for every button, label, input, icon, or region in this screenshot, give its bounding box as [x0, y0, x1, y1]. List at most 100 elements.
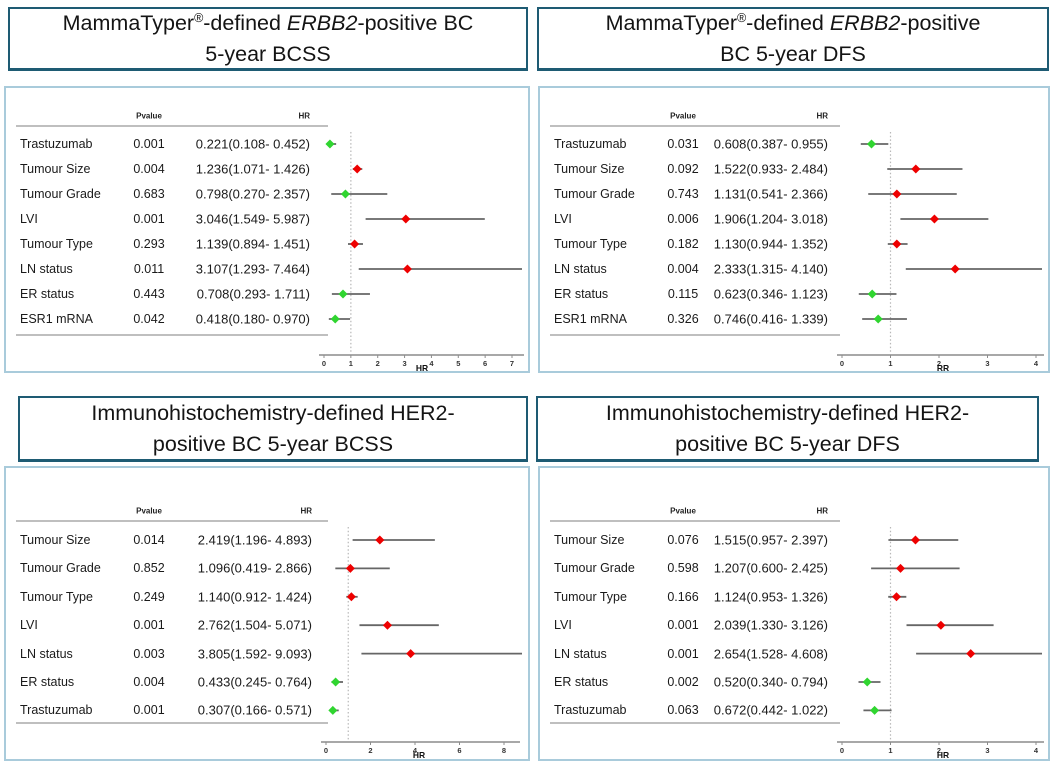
- axis-tick-label: 2: [376, 359, 380, 368]
- row-hr-ci: 0.798(0.270- 2.357): [195, 186, 310, 202]
- panel-title-line: Immunohistochemistry-defined HER2-: [606, 398, 969, 428]
- axis-tick-label: 4: [429, 359, 434, 368]
- axis-tick-label: 4: [1034, 359, 1039, 368]
- axis-tick-label: 0: [840, 746, 844, 755]
- axis-label: RR: [937, 363, 949, 371]
- panel-title: Immunohistochemistry-defined HER2- positi…: [91, 398, 454, 458]
- row-label: Tumour Grade: [554, 187, 635, 201]
- row-pvalue: 0.182: [667, 237, 699, 251]
- hr-point-marker: [406, 649, 416, 659]
- row-pvalue: 0.031: [667, 137, 699, 151]
- axis-tick-label: 1: [888, 746, 892, 755]
- forest-plot: 0 1 2 3 4 RR: [550, 125, 1044, 371]
- row-hr-ci: 0.746(0.416- 1.339): [713, 311, 828, 327]
- hr-point-marker: [910, 535, 920, 545]
- row-hr-ci: 0.433(0.245- 0.764): [197, 674, 312, 690]
- row-label: ER status: [554, 675, 609, 689]
- row-label: LVI: [554, 212, 572, 226]
- title-text-part: -defined: [203, 11, 287, 36]
- row-pvalue: 0.004: [133, 675, 165, 689]
- hr-point-marker: [862, 677, 872, 687]
- row-label: Tumour Size: [554, 162, 625, 176]
- hr-point-marker: [867, 289, 877, 299]
- forest-plot-panel: Pvalue HR Tumour Size 0.014 2.419(1.196- 4…: [4, 466, 530, 761]
- axis-label: HR: [416, 363, 428, 371]
- hr-point-marker: [402, 264, 412, 274]
- axis-tick-label: 2: [368, 746, 372, 755]
- hr-point-marker: [896, 563, 906, 573]
- forest-plot-panel: Pvalue HR Trastuzumab 0.031 0.608(0.387- 0…: [538, 86, 1050, 373]
- hr-point-marker: [328, 705, 338, 715]
- row-label: Tumour Type: [554, 237, 627, 251]
- forest-plot: 0 1 2 3 4 5 6 7 HR: [16, 125, 524, 371]
- row-hr-ci: 2.654(1.528- 4.608): [713, 646, 828, 662]
- row-pvalue: 0.001: [667, 646, 699, 661]
- title-text-part: positive BC 5-year DFS: [675, 431, 900, 456]
- row-label: ER status: [20, 675, 75, 689]
- row-label: LN status: [554, 646, 607, 661]
- row-label: Tumour Grade: [20, 561, 101, 576]
- row-hr-ci: 0.418(0.180- 0.970): [195, 311, 310, 327]
- title-text-part: Immunohistochemistry-defined HER2-: [91, 401, 455, 426]
- row-hr-ci: 0.608(0.387- 0.955): [713, 136, 828, 152]
- pvalue-column-header: Pvalue: [136, 506, 162, 516]
- title-text-part: Immunohistochemistry-defined HER2-: [605, 401, 970, 426]
- row-hr-ci: 0.672(0.442- 1.022): [713, 702, 828, 718]
- hr-point-marker: [331, 677, 341, 687]
- row-label: ESR1 mRNA: [20, 312, 93, 326]
- axis-tick-label: 7: [510, 359, 514, 368]
- row-pvalue: 0.443: [133, 287, 165, 301]
- hr-point-marker: [929, 214, 939, 224]
- row-label: Trastuzumab: [554, 703, 627, 718]
- row-label: LN status: [20, 262, 73, 276]
- pvalue-column-header: Pvalue: [136, 111, 162, 121]
- axis-tick-label: 0: [322, 359, 326, 368]
- panel-title-line: MammaTyper®-defined ERBB2-positive BC: [63, 8, 474, 38]
- hr-column-header: HR: [816, 506, 828, 516]
- axis-label: HR: [937, 750, 949, 759]
- hr-point-marker: [330, 314, 340, 324]
- row-pvalue: 0.004: [133, 162, 165, 176]
- row-pvalue: 0.006: [667, 212, 699, 226]
- hr-point-marker: [892, 592, 902, 602]
- row-hr-ci: 0.520(0.340- 0.794): [713, 674, 828, 690]
- hr-point-marker: [352, 164, 362, 174]
- row-hr-ci: 1.124(0.953- 1.326): [713, 589, 828, 605]
- row-pvalue: 0.683: [133, 187, 165, 201]
- axis-tick-label: 2: [937, 746, 941, 755]
- axis-tick-label: 3: [985, 746, 989, 755]
- hr-column-header: HR: [816, 111, 828, 121]
- row-pvalue: 0.003: [133, 646, 165, 661]
- row-pvalue: 0.115: [667, 287, 699, 301]
- row-label: Tumour Type: [20, 237, 93, 251]
- row-hr-ci: 3.107(1.293- 7.464): [195, 261, 310, 277]
- hr-point-marker: [325, 139, 335, 149]
- panel-title: MammaTyper®-defined ERBB2-positive BC 5-y…: [606, 8, 981, 68]
- row-pvalue: 0.001: [133, 618, 165, 633]
- row-pvalue: 0.001: [133, 137, 165, 151]
- row-label: Trastuzumab: [20, 703, 93, 718]
- row-hr-ci: 1.906(1.204- 3.018): [713, 211, 828, 227]
- row-label: Tumour Grade: [554, 561, 635, 576]
- title-text-part: ®: [194, 11, 204, 26]
- title-text-part: BC 5-year DFS: [720, 41, 866, 66]
- hr-point-marker: [892, 239, 902, 249]
- row-pvalue: 0.293: [133, 237, 165, 251]
- hr-point-marker: [966, 649, 976, 659]
- row-pvalue: 0.326: [667, 312, 699, 326]
- row-label: Tumour Size: [554, 533, 625, 547]
- row-pvalue: 0.166: [667, 589, 699, 604]
- hr-point-marker: [346, 592, 356, 602]
- row-hr-ci: 0.307(0.166- 0.571): [197, 702, 312, 718]
- panel-title-box: MammaTyper®-defined ERBB2-positive BC 5-y…: [537, 7, 1049, 71]
- title-text-part: -positive BC: [357, 11, 474, 36]
- forest-plot-panel: Pvalue HR Trastuzumab 0.001 0.221(0.108- 0…: [4, 86, 530, 373]
- row-pvalue: 0.249: [133, 589, 165, 604]
- title-text-part: 5-year BCSS: [205, 41, 331, 66]
- axis-tick-label: 3: [985, 359, 989, 368]
- panel-title-line: 5-year BCSS: [63, 39, 474, 69]
- row-pvalue: 0.092: [667, 162, 699, 176]
- row-label: Tumour Grade: [20, 187, 101, 201]
- row-label: LN status: [554, 262, 607, 276]
